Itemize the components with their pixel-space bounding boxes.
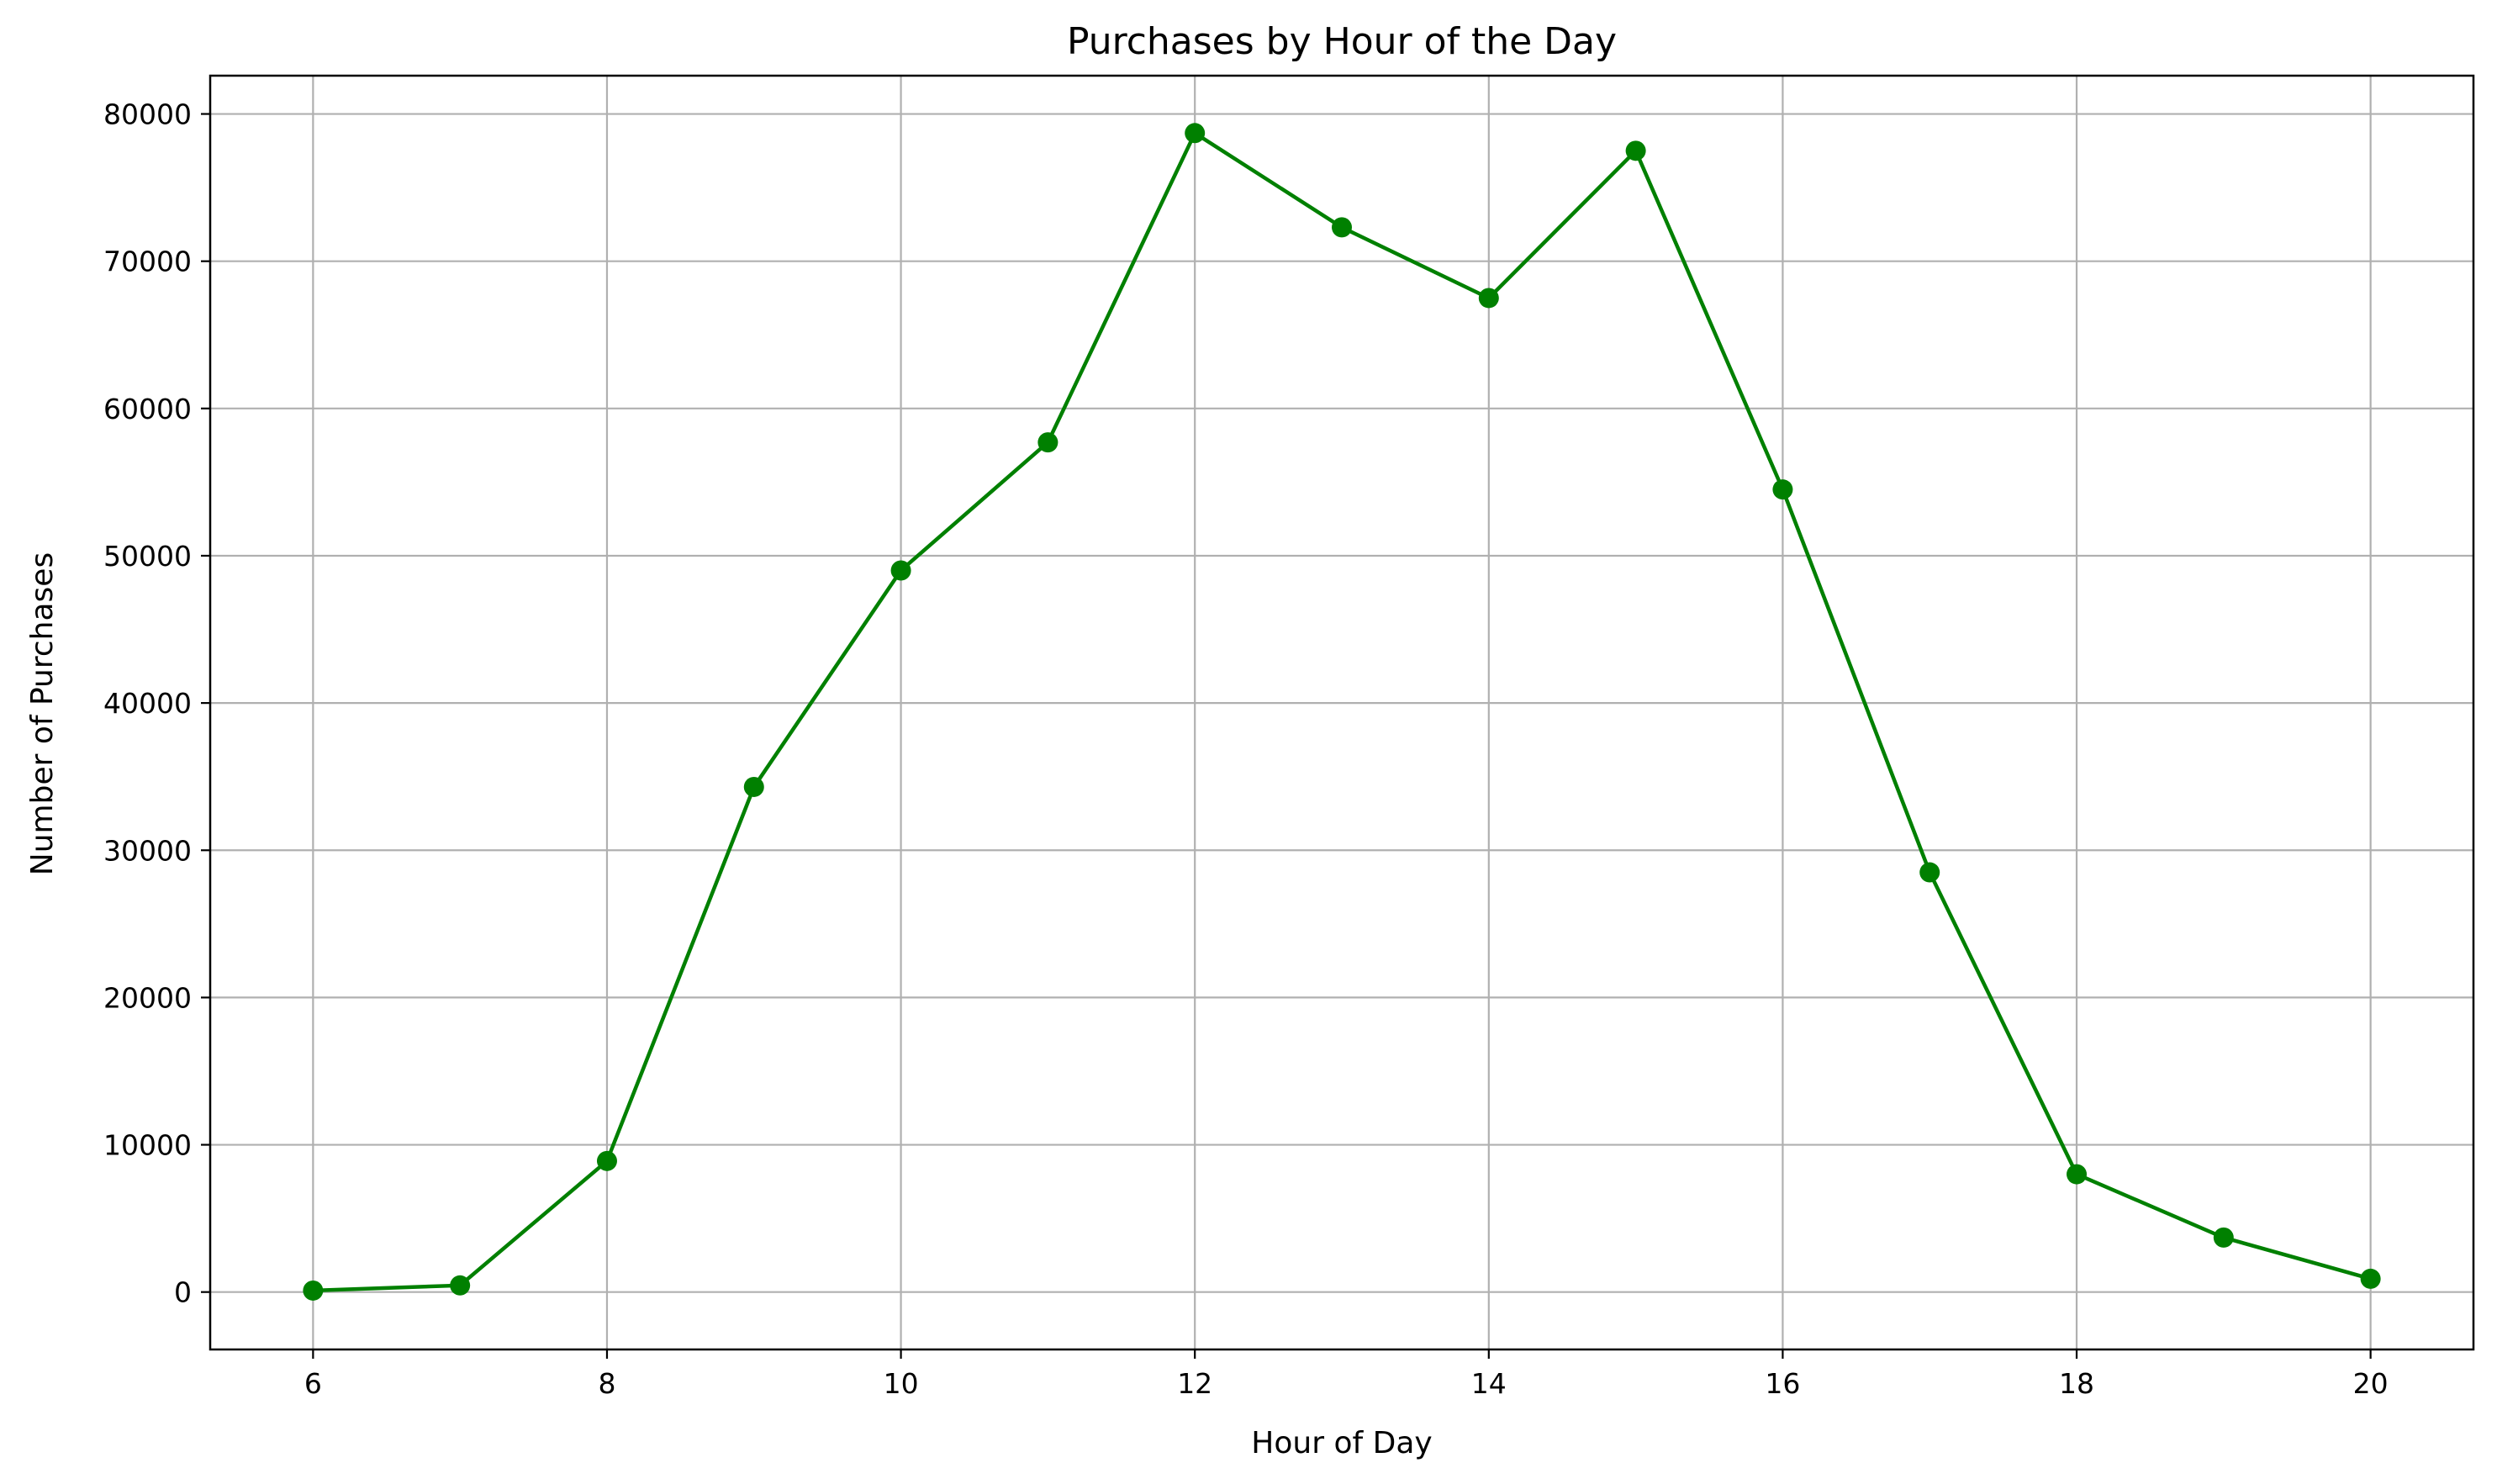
data-point	[890, 560, 911, 581]
data-point	[1772, 479, 1793, 500]
y-tick-label: 50000	[103, 540, 192, 573]
x-tick-label: 18	[2059, 1367, 2094, 1400]
x-tick-label: 20	[2353, 1367, 2389, 1400]
chart-title: Purchases by Hour of the Day	[1067, 20, 1617, 63]
x-tick-label: 16	[1765, 1367, 1800, 1400]
y-tick-label: 10000	[103, 1129, 192, 1162]
y-tick-label: 30000	[103, 834, 192, 867]
series-layer	[303, 123, 2381, 1301]
data-point	[450, 1275, 471, 1296]
y-tick-label: 80000	[103, 98, 192, 131]
data-point	[2213, 1227, 2234, 1248]
y-axis-label: Number of Purchases	[25, 552, 60, 875]
x-tick-label: 6	[304, 1367, 322, 1400]
y-tick-label: 60000	[103, 393, 192, 425]
data-point	[1332, 217, 1352, 238]
data-point	[1037, 432, 1058, 453]
data-point	[1919, 862, 1940, 883]
x-tick-label: 8	[598, 1367, 615, 1400]
plot-area	[209, 74, 2475, 1351]
data-point	[2360, 1268, 2381, 1289]
x-tick-label: 10	[884, 1367, 919, 1400]
data-point	[2067, 1164, 2088, 1185]
y-tick-label: 70000	[103, 246, 192, 278]
series-line	[313, 131, 2372, 1293]
x-tick-label: 12	[1177, 1367, 1212, 1400]
y-tick-label: 40000	[103, 687, 192, 720]
data-point	[303, 1280, 324, 1301]
data-point	[1185, 123, 1206, 144]
data-point	[596, 1150, 617, 1171]
data-point	[1625, 140, 1646, 161]
y-tick-label: 20000	[103, 981, 192, 1014]
data-point	[1478, 288, 1499, 309]
x-axis-label: Hour of Day	[1251, 1426, 1432, 1460]
axis-ticks: 6 8 10 12 14 16 18 20 0 10000 20000 30000 40000 50000…	[103, 98, 2389, 1400]
y-tick-label: 0	[174, 1276, 192, 1309]
x-tick-label: 14	[1471, 1367, 1507, 1400]
data-point	[743, 776, 764, 797]
grid-lines	[210, 76, 2473, 1349]
